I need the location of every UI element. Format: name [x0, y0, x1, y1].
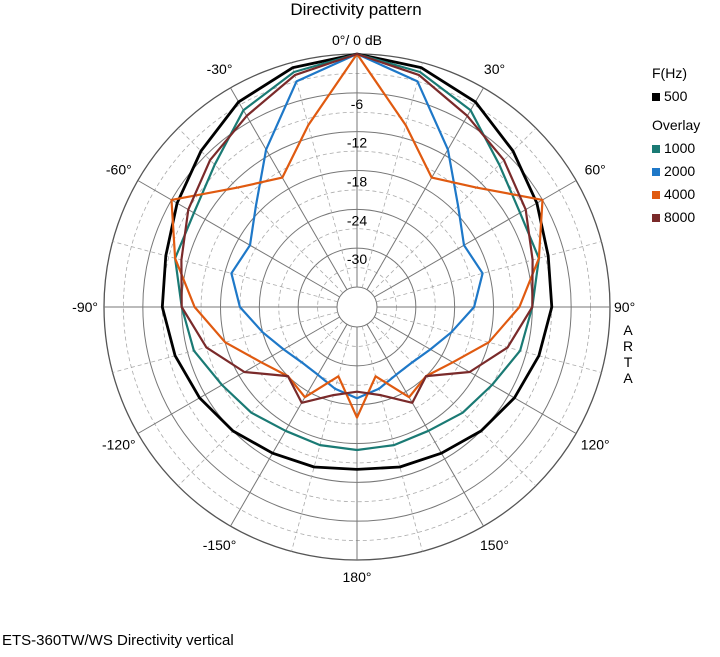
radial-tick-label: -12 — [347, 135, 367, 151]
legend-item-500: 500 — [652, 85, 700, 108]
legend-swatch-8000 — [652, 213, 660, 222]
chart-title: Directivity pattern — [290, 0, 422, 19]
angle-spoke — [374, 316, 577, 434]
angle-spoke — [177, 320, 344, 487]
angle-spoke — [291, 62, 353, 288]
series-line-8000 — [180, 52, 534, 404]
legend-item-4000: 4000 — [652, 183, 700, 206]
angle-label: -30° — [207, 61, 233, 77]
angle-spoke — [137, 316, 340, 434]
center-ring — [336, 286, 378, 328]
legend-swatch-4000 — [652, 190, 660, 199]
angle-label: -150° — [203, 537, 237, 553]
angle-spoke — [112, 311, 338, 373]
legend-swatch-2000 — [652, 167, 660, 176]
series-line-1000 — [174, 52, 540, 452]
angle-label: -90° — [72, 299, 98, 315]
angle-label: 150° — [480, 537, 509, 553]
polar-grid: -6 -12 -18 -24 -30 — [103, 53, 611, 561]
radial-tick-label: -30 — [347, 251, 367, 267]
legend-swatch-500 — [652, 92, 660, 101]
angle-labels: 0°/ 0 dB30°60°90°120°150°180°-150°-120°-… — [72, 32, 635, 585]
angle-spoke — [291, 326, 353, 552]
legend-item-2000: 2000 — [652, 160, 700, 183]
legend-label-500: 500 — [664, 88, 688, 104]
angle-spoke — [366, 324, 484, 527]
angle-spoke — [376, 311, 602, 373]
radial-tick-label: -6 — [351, 96, 364, 112]
angle-spoke — [370, 127, 537, 294]
series-line-500 — [160, 52, 554, 471]
legend-header: F(Hz) — [652, 65, 687, 81]
radial-tick-label: -18 — [347, 174, 367, 190]
angle-spoke — [361, 326, 423, 552]
legend-swatch-1000 — [652, 144, 660, 153]
series-line-2000 — [230, 52, 484, 400]
angle-label: 90° — [614, 299, 635, 315]
legend: F(Hz) 500 Overlay 1000 2000 4000 8000 — [652, 62, 700, 229]
legend-item-1000: 1000 — [652, 137, 700, 160]
angle-spoke — [370, 320, 537, 487]
angle-spoke — [361, 62, 423, 288]
angle-label: 0°/ 0 dB — [332, 32, 382, 48]
radial-tick-label: -24 — [347, 212, 367, 228]
legend-label-4000: 4000 — [664, 186, 696, 202]
chart-caption: ETS-360TW/WS Directivity vertical — [2, 632, 234, 649]
angle-spoke — [230, 87, 348, 290]
angle-label: 60° — [585, 162, 606, 178]
series-layer — [160, 52, 554, 471]
angle-label: 120° — [581, 437, 610, 453]
angle-label: -120° — [102, 437, 136, 453]
angle-spoke — [230, 324, 348, 527]
angle-label: 180° — [343, 569, 372, 585]
legend-label-1000: 1000 — [664, 140, 696, 156]
angle-spoke — [177, 127, 344, 294]
angle-label: 30° — [484, 61, 505, 77]
legend-overlay-header: Overlay — [652, 117, 701, 133]
legend-label-8000: 8000 — [664, 209, 696, 225]
angle-spoke — [376, 241, 602, 303]
series-line-4000 — [170, 52, 544, 419]
legend-label-2000: 2000 — [664, 163, 696, 179]
angle-spoke — [366, 87, 484, 290]
angle-spoke — [112, 241, 338, 303]
legend-item-8000: 8000 — [652, 206, 700, 229]
angle-label: -60° — [106, 162, 132, 178]
